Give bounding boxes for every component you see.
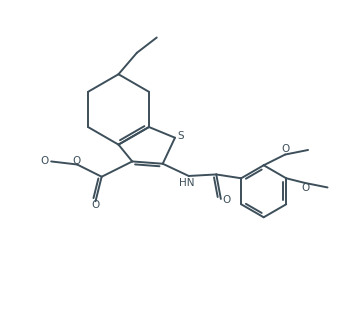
Text: O: O xyxy=(222,195,231,205)
Text: O: O xyxy=(281,144,289,154)
Text: O: O xyxy=(40,157,48,166)
Text: O: O xyxy=(72,156,80,166)
Text: S: S xyxy=(177,131,184,141)
Text: HN: HN xyxy=(179,178,195,188)
Text: O: O xyxy=(301,183,309,193)
Text: O: O xyxy=(91,200,100,210)
